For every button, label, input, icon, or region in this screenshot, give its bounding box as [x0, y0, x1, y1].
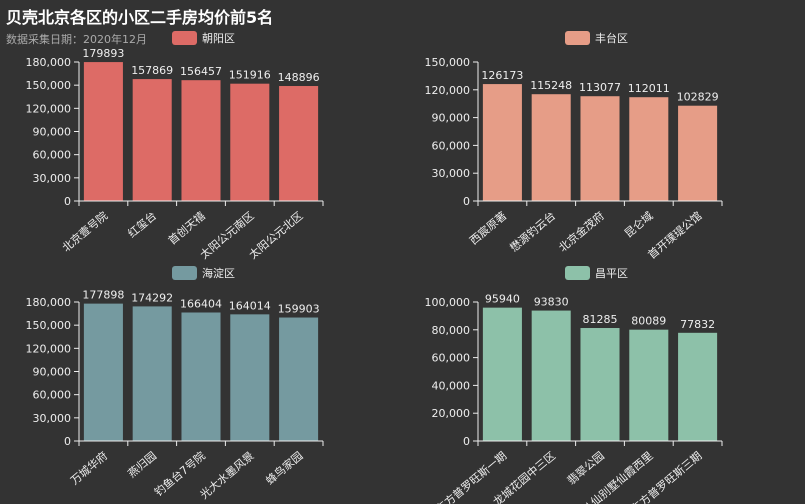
x-tick-label: 北京金茂府: [556, 208, 607, 254]
bar-value-label: 80089: [631, 315, 666, 328]
bar-value-label: 126173: [481, 69, 523, 82]
bar-value-label: 81285: [583, 313, 618, 326]
bar-value-label: 164014: [229, 299, 271, 312]
y-tick-label: 90,000: [33, 366, 72, 379]
bar-value-label: 95940: [485, 293, 520, 306]
bar-value-label: 102829: [677, 91, 719, 104]
bar: [629, 97, 669, 201]
x-tick-label: 西宸原著: [467, 208, 510, 247]
bar: [83, 303, 123, 441]
x-tick-label: 懋源钓云台: [507, 208, 558, 254]
chart-chaoyang: 朝阳区 0 30,000 60,000 90,000 120,000 150,000 180,…: [26, 31, 324, 262]
chart-haidian: 海淀区 0 30,000 60,000 90,000 120,000 150,000 180,…: [26, 266, 324, 502]
y-tick-label: 0: [463, 435, 470, 448]
y-tick-label: 30,000: [432, 167, 471, 180]
x-tick-label: 昆仑域: [621, 208, 655, 240]
y-tick-label: 40,000: [432, 379, 471, 392]
legend-swatch: [565, 31, 590, 45]
bar: [230, 83, 270, 201]
bar: [132, 306, 172, 441]
chart-title: 贝壳北京各区的小区二手房均价前5名: [6, 8, 274, 27]
chart-changping: 昌平区 0 20,000 40,000 60,000 80,000 100,000 95940…: [425, 266, 723, 504]
bar: [678, 332, 718, 441]
bar-value-label: 151916: [229, 69, 271, 82]
y-tick-label: 60,000: [432, 352, 471, 365]
legend-swatch: [172, 266, 197, 280]
x-tick-label: 蜂鸟家园: [263, 448, 306, 487]
y-tick-label: 180,000: [26, 56, 72, 69]
y-tick-label: 60,000: [33, 389, 72, 402]
y-tick-label: 180,000: [26, 296, 72, 309]
bar: [83, 62, 123, 201]
chart-fengtai: 丰台区 0 30,000 60,000 90,000 120,000 150,000 1261…: [425, 31, 723, 262]
x-tick-label: 北京壹号院: [59, 208, 110, 254]
bar: [482, 307, 522, 441]
y-tick-label: 90,000: [33, 126, 72, 139]
bar-value-label: 113077: [579, 81, 621, 94]
y-tick-label: 100,000: [425, 296, 471, 309]
x-tick-label: 首创天禧: [165, 208, 208, 247]
bar: [132, 79, 172, 201]
bar: [531, 310, 571, 441]
y-tick-label: 150,000: [26, 319, 72, 332]
bar-value-label: 112011: [628, 82, 670, 95]
y-tick-label: 150,000: [425, 56, 471, 69]
legend-swatch: [172, 31, 197, 45]
y-tick-label: 80,000: [432, 324, 471, 337]
legend-label: 海淀区: [202, 266, 235, 280]
bar-value-label: 166404: [180, 297, 222, 310]
bar: [678, 105, 718, 201]
bar: [279, 317, 319, 441]
y-tick-label: 0: [463, 195, 470, 208]
x-tick-label: 太阳公元北区: [247, 209, 306, 261]
bar-value-label: 115248: [530, 79, 572, 92]
y-tick-label: 0: [64, 195, 71, 208]
bar-value-label: 93830: [534, 296, 569, 309]
y-tick-label: 60,000: [33, 149, 72, 162]
bar-value-label: 156457: [180, 65, 222, 78]
y-tick-label: 120,000: [425, 84, 471, 97]
bar-value-label: 179893: [82, 47, 124, 60]
bar-value-label: 174292: [131, 291, 173, 304]
bar: [230, 314, 270, 441]
bar: [580, 328, 620, 441]
bar-value-label: 159903: [278, 303, 320, 316]
bar: [580, 96, 620, 201]
x-tick-label: 燕归园: [125, 448, 159, 480]
bar-value-label: 157869: [131, 64, 173, 77]
bar: [279, 86, 319, 201]
x-tick-label: 翡翠公园: [565, 449, 607, 487]
y-tick-label: 150,000: [26, 79, 72, 92]
y-tick-label: 120,000: [26, 102, 72, 115]
bar-value-label: 148896: [278, 71, 320, 84]
bar-value-label: 77832: [680, 318, 715, 331]
legend-label: 丰台区: [595, 31, 628, 45]
x-tick-label: 光大水墨风景: [197, 448, 257, 501]
legend-swatch: [565, 266, 590, 280]
y-tick-label: 120,000: [26, 342, 72, 355]
y-tick-label: 30,000: [33, 172, 72, 185]
y-tick-label: 90,000: [432, 112, 471, 125]
y-tick-label: 60,000: [432, 139, 471, 152]
legend-label: 昌平区: [595, 267, 628, 280]
legend-label: 朝阳区: [202, 32, 235, 45]
bar: [181, 80, 221, 201]
bar: [482, 84, 522, 201]
y-tick-label: 0: [64, 435, 71, 448]
chart-subtitle: 数据采集日期：2020年12月: [6, 33, 147, 46]
bar: [629, 329, 669, 441]
y-tick-label: 30,000: [33, 412, 72, 425]
bar: [181, 312, 221, 441]
x-tick-label: 红玺台: [125, 208, 159, 240]
y-tick-label: 20,000: [432, 407, 471, 420]
bar: [531, 94, 571, 201]
bar-value-label: 177898: [82, 289, 124, 302]
x-tick-label: 万城华府: [68, 448, 111, 487]
x-tick-label: 首开璞瑅公馆: [645, 208, 705, 261]
